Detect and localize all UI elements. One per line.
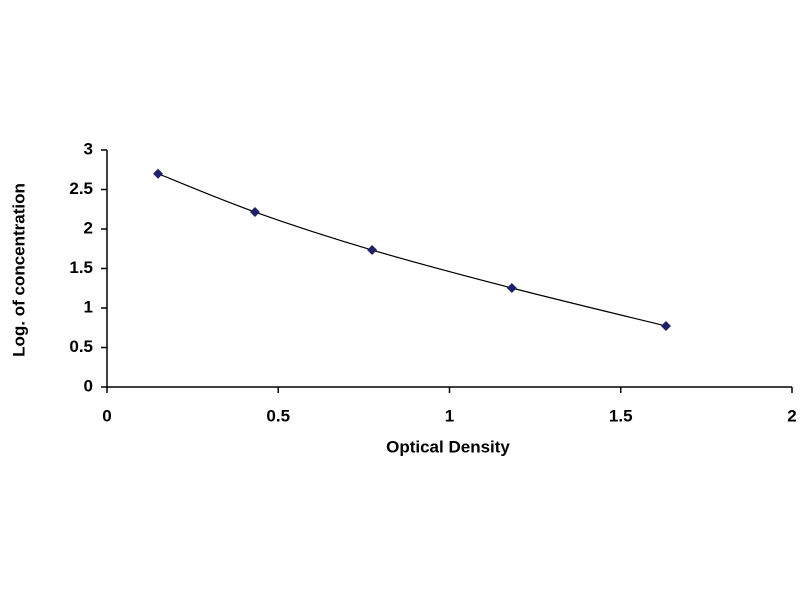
x-tick-label: 0.5 (266, 406, 290, 425)
y-tick-label: 0.5 (69, 337, 93, 356)
x-tick-label: 0 (102, 406, 111, 425)
x-axis-label: Optical Density (386, 437, 510, 456)
y-tick-label: 1 (84, 297, 93, 316)
data-point (660, 321, 671, 332)
data-point (153, 168, 164, 179)
x-tick-label: 1.5 (609, 406, 633, 425)
x-tick-label: 2 (787, 406, 796, 425)
y-tick-label: 2.5 (69, 179, 93, 198)
y-tick-label: 3 (84, 139, 93, 158)
x-tick-label: 1 (445, 406, 454, 425)
y-tick-label: 0 (84, 376, 93, 395)
data-point (249, 207, 260, 218)
y-axis-label: Log. of concentration (9, 183, 28, 357)
y-tick-label: 1.5 (69, 258, 93, 277)
data-point (367, 245, 378, 256)
series-line (157, 173, 667, 327)
data-point (506, 283, 517, 294)
y-tick-label: 2 (84, 218, 93, 237)
